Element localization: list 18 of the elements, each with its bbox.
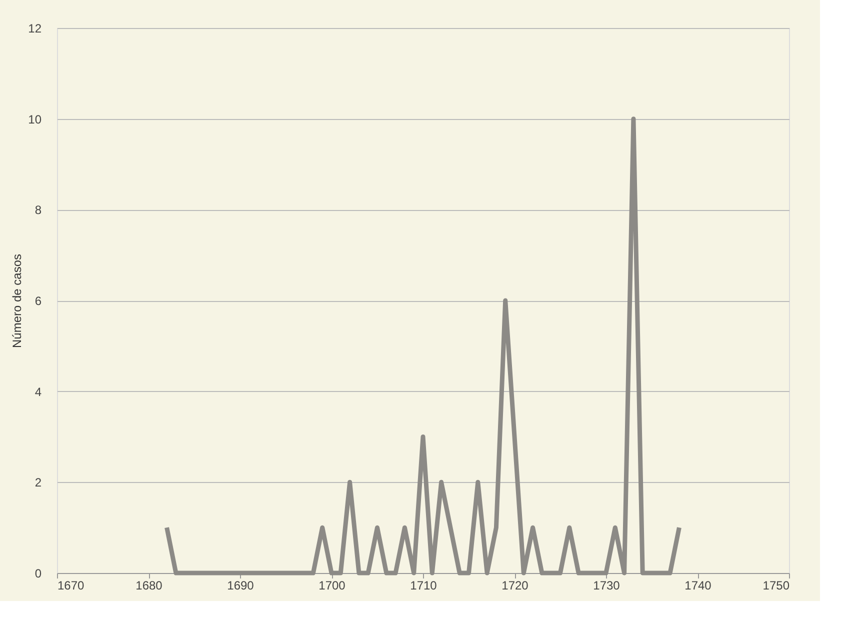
x-tick-label: 1750 [762,578,790,592]
y-tick-label: 4 [34,384,42,399]
x-tick-label: 1700 [318,578,346,592]
x-tick-label: 1710 [410,578,438,592]
x-tick-label: 1730 [593,578,620,592]
y-tick-label: 12 [28,22,42,36]
x-tick-label: 1680 [136,578,163,592]
x-tick-label: 1720 [502,578,529,592]
x-tick-label: 1670 [58,578,85,592]
y-axis-title: Número de casos [10,254,24,348]
y-tick-label: 6 [34,294,42,308]
y-tick-label: 10 [28,112,42,126]
y-tick-label: 2 [34,476,42,490]
line-series [164,116,682,576]
y-tick-label: 8 [34,203,42,218]
x-tick-label: 1740 [684,578,712,592]
y-tick-label: 0 [34,566,42,580]
x-tick-label: 1690 [227,578,254,592]
